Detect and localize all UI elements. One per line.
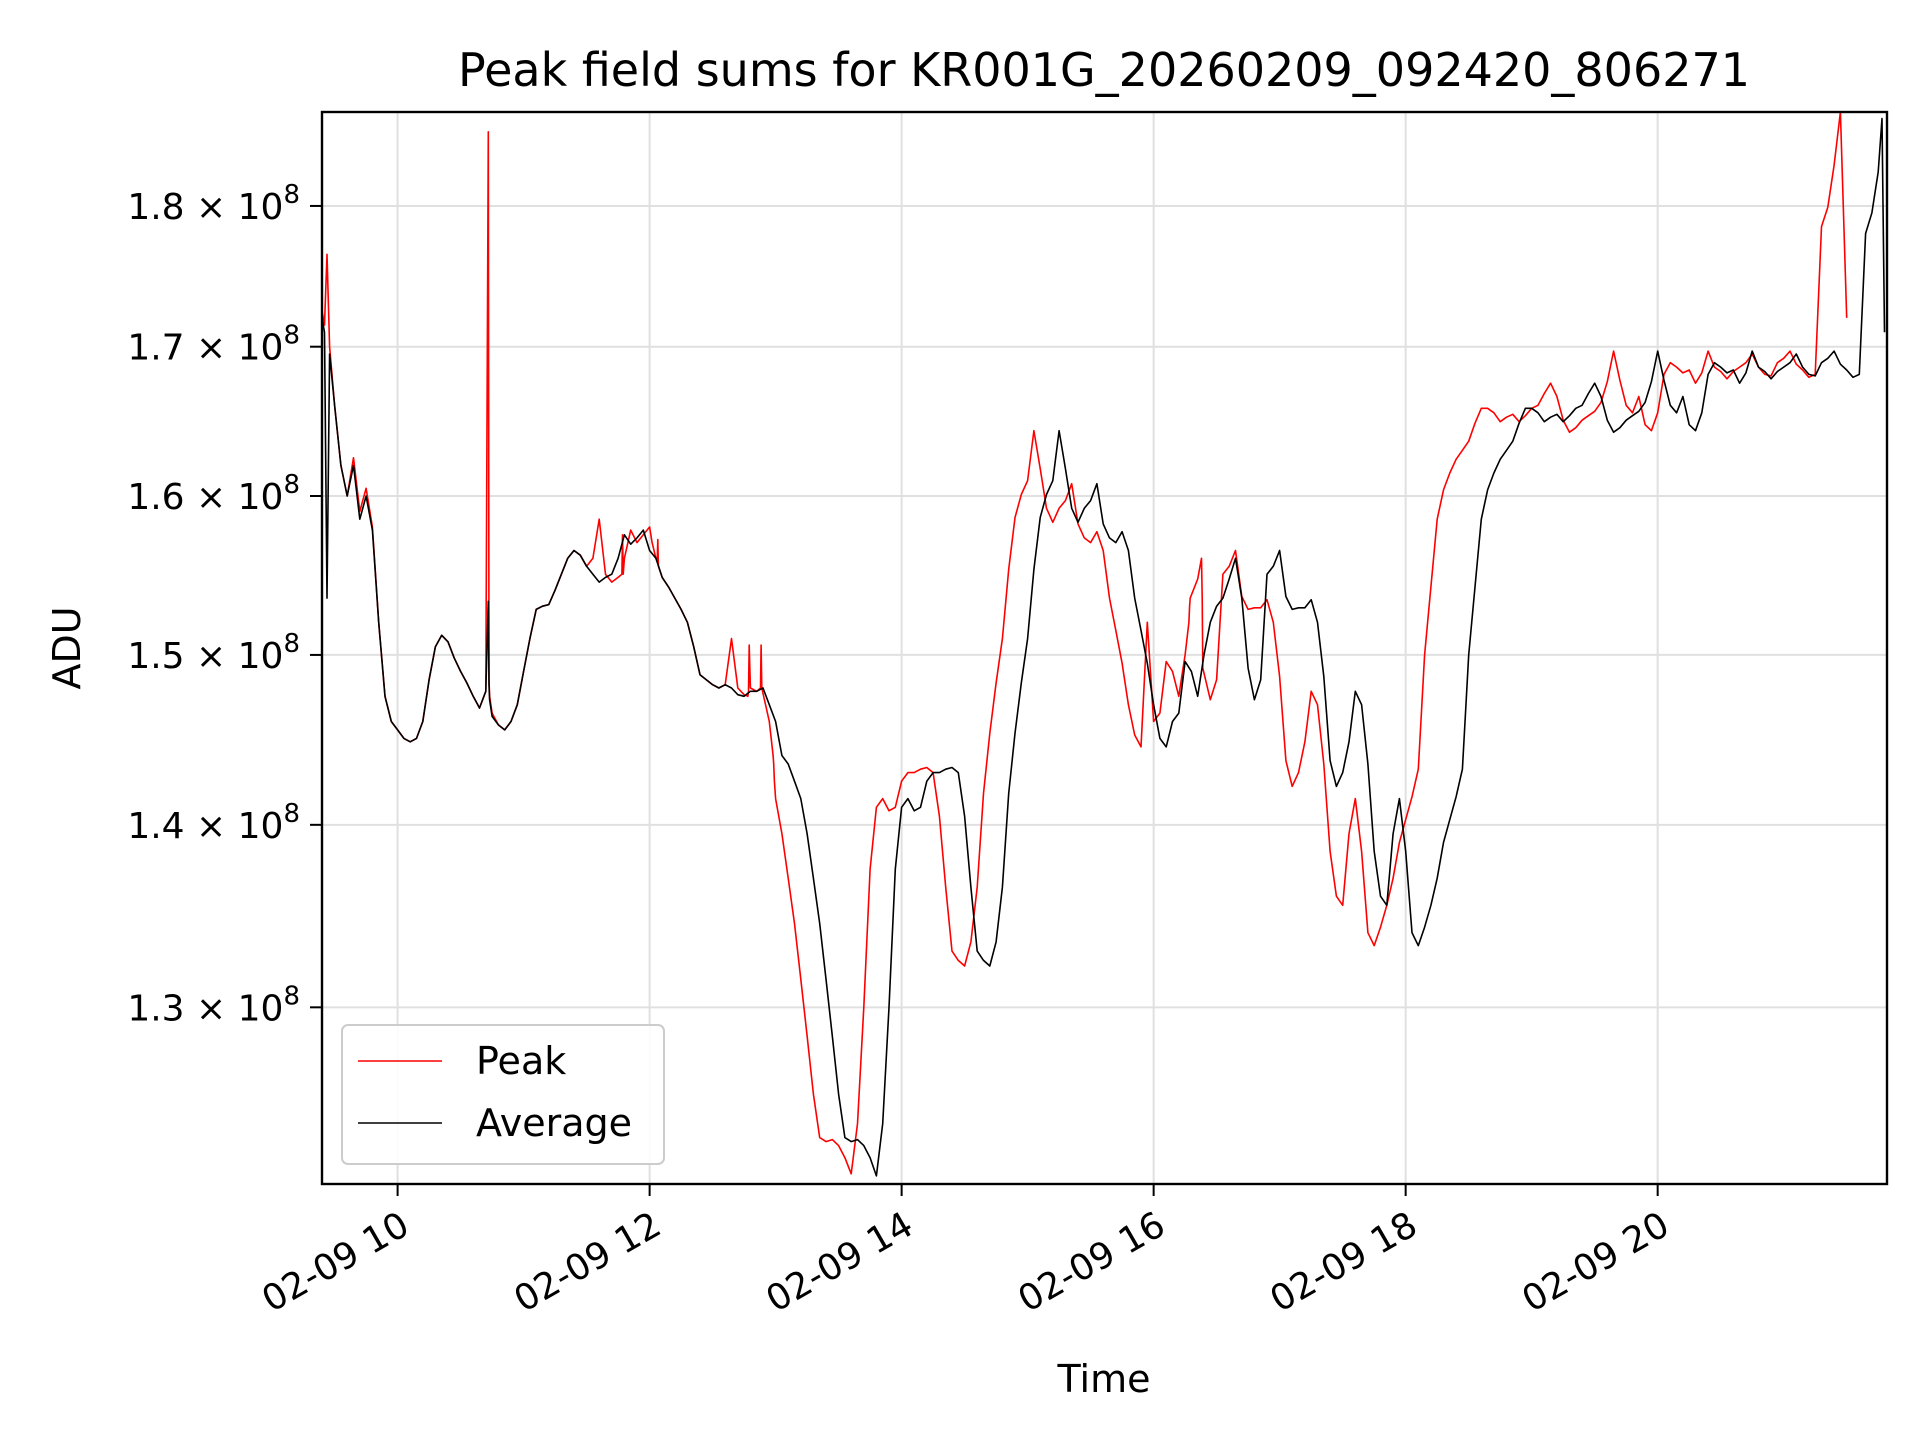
chart-title: Peak field sums for KR001G_20260209_0924…	[458, 43, 1750, 97]
plot-area-frame	[320, 110, 1889, 1186]
y-tick-label: 1.6 × 108	[127, 470, 300, 518]
legend: Peak Average	[341, 1024, 665, 1165]
y-tick-label: 1.3 × 108	[127, 981, 300, 1029]
x-axis-label: Time	[1057, 1357, 1151, 1401]
y-tick-label: 1.8 × 108	[127, 180, 300, 228]
legend-box	[341, 1024, 665, 1165]
y-tick-label: 1.4 × 108	[127, 799, 300, 847]
y-tick-label: 1.7 × 108	[127, 321, 300, 369]
legend-label-average: Average	[476, 1101, 632, 1145]
y-axis-label: ADU	[45, 606, 89, 689]
y-tick-label: 1.5 × 108	[127, 629, 300, 677]
legend-label-peak: Peak	[476, 1039, 566, 1083]
series-line-average	[322, 117, 1886, 1177]
y-axis: 1.3 × 108 1.4 × 108 1.5 × 108 1.6 × 108 1.7 …	[127, 180, 322, 1029]
gridlines	[322, 112, 1887, 1184]
